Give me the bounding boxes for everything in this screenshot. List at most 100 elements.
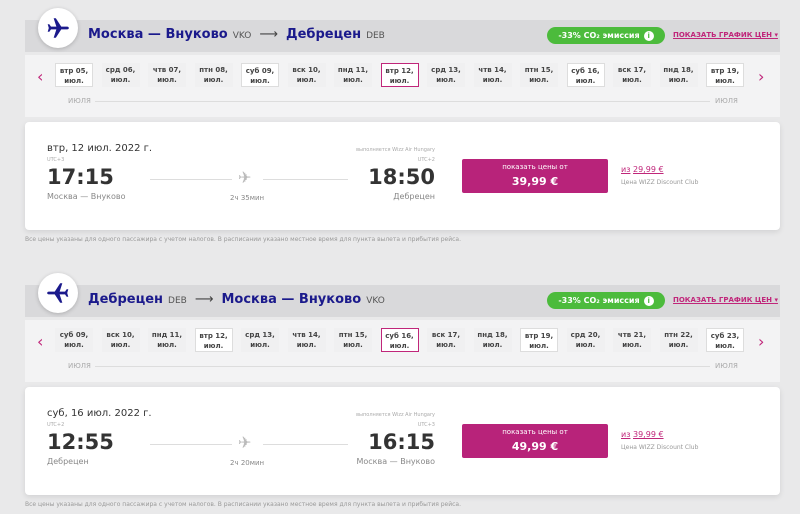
club-price-link[interactable]: из 29,99 € — [621, 165, 664, 175]
date-option[interactable]: вск 17, июл. — [427, 328, 465, 352]
date-month: июл. — [668, 341, 689, 349]
date-day: чтв 14, — [292, 331, 321, 339]
date-month: июл. — [622, 341, 642, 349]
date-option[interactable]: птн 15, июл. — [334, 328, 372, 352]
origin-code: DEB — [168, 296, 187, 306]
month-label: ИЮЛЯ — [715, 97, 738, 105]
route-header: Москва — Внуково VKO ⟶ Дебрецен DEB -33% C… — [25, 20, 780, 52]
caret-down-icon: ▾ — [774, 296, 778, 304]
date-day: чтв 14, — [478, 66, 507, 74]
date-day: втр 19, — [524, 332, 554, 340]
date-option[interactable]: срд 13, июл. — [241, 328, 279, 352]
date-day: суб 23, — [710, 332, 740, 340]
co2-badge[interactable]: -33% CO₂ эмиссия i — [547, 27, 665, 44]
date-option[interactable]: суб 16, июл. — [380, 328, 419, 352]
info-icon: i — [643, 30, 654, 41]
date-option[interactable]: чтв 14, июл. — [473, 63, 512, 87]
date-option[interactable]: втр 12, июл. — [194, 328, 233, 352]
date-option[interactable]: втр 19, июл. — [520, 328, 558, 352]
date-option[interactable]: втр 12, июл. — [380, 63, 419, 87]
destination: Дебрецен — [286, 27, 362, 42]
date-month: июл. — [157, 341, 177, 349]
date-option[interactable]: вск 17, июл. — [613, 63, 651, 87]
date-option[interactable]: вск 10, июл. — [287, 63, 326, 87]
divider — [150, 444, 232, 445]
airplane-icon — [47, 283, 69, 303]
airplane-icon — [47, 18, 69, 38]
date-option[interactable]: птн 08, июл. — [194, 63, 233, 87]
date-day: срд 13, — [245, 331, 275, 339]
date-month: июл. — [482, 341, 503, 349]
arrow-right-icon: ⟶ — [259, 27, 279, 42]
route-header: Дебрецен DEB ⟶ Москва — Внуково VKO -33% C… — [25, 285, 780, 317]
date-month: июл. — [575, 77, 596, 85]
club-label: Цена WIZZ Discount Club — [621, 179, 699, 186]
arrival-city: Дебрецен — [393, 192, 435, 201]
show-price-chart-link[interactable]: ПОКАЗАТЬ ГРАФИК ЦЕН ▾ — [673, 296, 778, 304]
flight-date: суб, 16 июл. 2022 г. — [47, 408, 152, 419]
date-day: втр 12, — [385, 67, 414, 75]
date-day: пнд 11, — [337, 66, 369, 74]
date-day: срд 13, — [431, 66, 461, 74]
date-day: суб 16, — [571, 67, 600, 75]
date-month: июл. — [436, 341, 456, 349]
club-price: 39,99 € — [633, 430, 664, 439]
origin: Дебрецен — [88, 292, 164, 307]
co2-badge[interactable]: -33% CO₂ эмиссия i — [547, 292, 665, 309]
date-option[interactable]: чтв 14, июл. — [287, 328, 326, 352]
month-label: ИЮЛЯ — [68, 362, 91, 370]
date-month: июл. — [436, 76, 456, 84]
show-prices-button[interactable]: показать цены от 39,99 € — [462, 159, 608, 193]
date-option[interactable]: суб 09, июл. — [241, 63, 279, 87]
date-option[interactable]: пнд 18, июл. — [473, 328, 512, 352]
arrival-time: 16:15 — [368, 430, 435, 454]
destination: Москва — Внуково — [221, 292, 362, 307]
date-day: пнд 18, — [477, 331, 508, 339]
date-month: июл. — [668, 76, 689, 84]
date-option[interactable]: суб 09, июл. — [55, 328, 93, 352]
co2-label: -33% CO₂ эмиссия — [558, 31, 640, 40]
airplane-logo — [38, 8, 78, 48]
date-option[interactable]: чтв 07, июл. — [148, 63, 186, 87]
date-option[interactable]: втр 05, июл. — [55, 63, 93, 87]
date-day: птн 15, — [338, 331, 368, 339]
date-option[interactable]: птн 22, июл. — [659, 328, 698, 352]
button-label: показать цены от — [502, 163, 568, 171]
chevron-left-icon[interactable]: ‹ — [37, 332, 44, 351]
date-month: июл. — [157, 76, 177, 84]
chevron-right-icon[interactable]: › — [758, 332, 765, 351]
date-month: июл. — [203, 76, 224, 84]
date-option[interactable]: срд 13, июл. — [427, 63, 465, 87]
date-option[interactable]: суб 16, июл. — [566, 63, 605, 87]
date-day: пнд 11, — [151, 331, 183, 339]
date-option[interactable]: пнд 11, июл. — [334, 63, 372, 87]
route-title: Москва — Внуково VKO ⟶ Дебрецен DEB — [88, 27, 385, 42]
date-month: июл. — [250, 341, 270, 349]
club-price-link[interactable]: из 39,99 € — [621, 430, 664, 440]
chevron-right-icon[interactable]: › — [758, 67, 765, 86]
date-day: втр 19, — [710, 67, 740, 75]
date-option[interactable]: вск 10, июл. — [101, 328, 140, 352]
club-from: из — [621, 430, 631, 439]
date-option[interactable]: чтв 21, июл. — [613, 328, 651, 352]
origin-code: VKO — [232, 31, 252, 41]
show-prices-button[interactable]: показать цены от 49,99 € — [462, 424, 608, 458]
show-price-chart-link[interactable]: ПОКАЗАТЬ ГРАФИК ЦЕН ▾ — [673, 31, 778, 39]
date-option[interactable]: срд 20, июл. — [566, 328, 605, 352]
date-option[interactable]: втр 19, июл. — [706, 63, 744, 87]
date-option[interactable]: пнд 18, июл. — [659, 63, 698, 87]
date-month: июл. — [575, 341, 596, 349]
divider — [150, 179, 232, 180]
date-day: вск 17, — [617, 66, 647, 74]
chevron-left-icon[interactable]: ‹ — [37, 67, 44, 86]
date-day: срд 20, — [570, 331, 601, 339]
date-option[interactable]: срд 06, июл. — [101, 63, 140, 87]
date-option[interactable]: суб 23, июл. — [706, 328, 744, 352]
departure-time: 12:55 — [47, 430, 114, 454]
date-option[interactable]: птн 15, июл. — [520, 63, 558, 87]
flight-card: втр, 12 июл. 2022 г. UTC+3 17:15 Москва … — [25, 122, 780, 230]
date-day: птн 22, — [664, 331, 693, 339]
price-note: Все цены указаны для одного пассажира с … — [25, 501, 462, 508]
club-price: 29,99 € — [633, 165, 664, 174]
date-option[interactable]: пнд 11, июл. — [148, 328, 186, 352]
